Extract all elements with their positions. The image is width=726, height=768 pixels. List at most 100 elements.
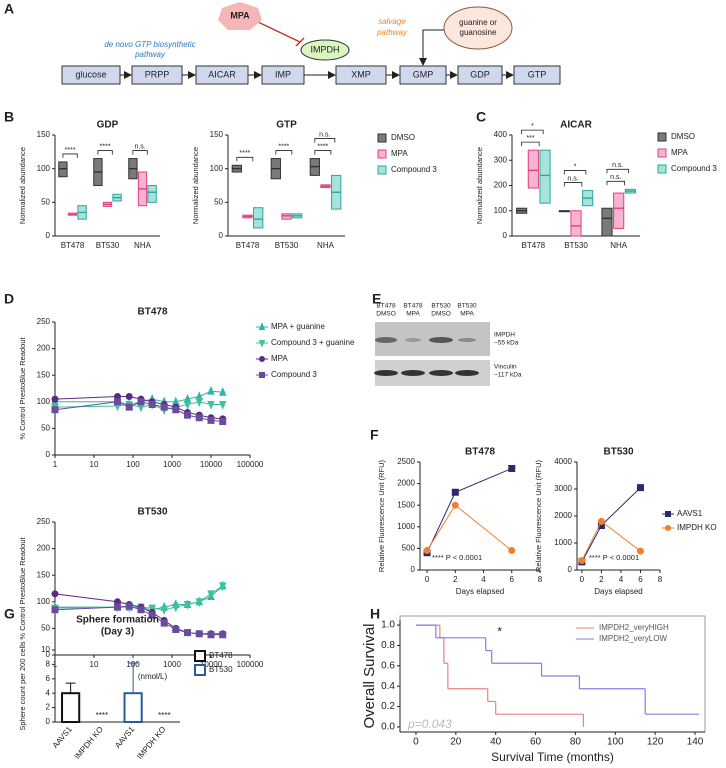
- significance-label: n.s.: [134, 143, 145, 150]
- y-tick-label: 0: [46, 717, 51, 726]
- node-label: PRPP: [145, 69, 170, 79]
- marker: [184, 629, 192, 637]
- salvage-source-label: guanine or: [459, 18, 497, 27]
- significance-bracket: [236, 156, 254, 162]
- y-tick-label: 300: [494, 155, 508, 164]
- inhibitor-label: MPA: [230, 10, 250, 20]
- significance-bracket: [132, 150, 148, 155]
- significance-bracket: [521, 129, 544, 135]
- significance-label: *: [531, 123, 534, 130]
- legend-label: MPA: [271, 354, 288, 363]
- band: [375, 337, 397, 343]
- legend-label: AAVS1: [677, 509, 703, 518]
- lane-label: MPA: [460, 311, 474, 318]
- legend-key: [657, 164, 667, 174]
- x-tick-label: BT530: [275, 241, 299, 250]
- bar: [123, 692, 143, 724]
- chart-subtitle: (Day 3): [101, 627, 134, 638]
- legend-key: [259, 372, 265, 378]
- box: [570, 210, 582, 237]
- y-tick-label: 1.0: [381, 620, 395, 631]
- y-axis-label: % Control PrestoBlue Readout: [18, 337, 27, 440]
- panel-letter: E: [372, 291, 381, 307]
- marker: [137, 398, 145, 406]
- pathway-diagram: glucose PRPP AICAR IMP XMP GMP GDP GTP I…: [61, 2, 561, 85]
- y-tick-label: 150: [37, 370, 51, 379]
- x-tick-label: 10000: [200, 460, 223, 469]
- box: [253, 207, 264, 229]
- y-tick-label: 0: [219, 231, 224, 240]
- significance-bracket: [314, 138, 336, 143]
- legend-label: MPA: [391, 149, 408, 158]
- legend-key: [665, 525, 672, 531]
- enzyme-oval: [300, 39, 350, 61]
- marker: [636, 484, 644, 492]
- significance-label: n.s.: [567, 175, 578, 182]
- marker: [137, 606, 145, 614]
- box: [613, 192, 625, 229]
- node-label: glucose: [75, 69, 106, 79]
- x-tick-label: BT478: [522, 241, 546, 250]
- salvage-source: [443, 6, 513, 50]
- bar: [61, 692, 81, 724]
- legend-label: DMSO: [391, 133, 415, 142]
- annotation: **** P < 0.0001: [589, 553, 639, 562]
- pathway-label: salvage: [378, 17, 406, 26]
- error-bar: [128, 662, 139, 694]
- lane-label: BT530: [431, 303, 451, 310]
- band: [458, 338, 476, 342]
- significance-label: n.s.: [319, 131, 330, 138]
- marker: [207, 416, 215, 424]
- y-axis-label: Normalized abundance: [475, 147, 484, 224]
- p-value: p=0.043: [407, 717, 452, 731]
- chart-title: GTP: [276, 120, 297, 131]
- lane-label: BT478: [376, 303, 396, 310]
- chart-title: Sphere formation: [76, 615, 159, 626]
- x-tick-label: 4: [481, 575, 486, 584]
- panel-letter: A: [4, 1, 14, 17]
- inhibition: [257, 21, 305, 47]
- band-label: Vinculin: [494, 364, 517, 371]
- legend-label: Compound 3 + guanine: [271, 338, 355, 347]
- y-tick-label: 4: [46, 688, 51, 697]
- box: [527, 149, 539, 189]
- x-axis-label: Days elapsed: [594, 587, 642, 596]
- marker: [195, 598, 204, 608]
- significance-bracket: [275, 150, 293, 155]
- marker: [219, 631, 227, 639]
- significance-bracket: [606, 180, 625, 186]
- significance-label: ****: [96, 711, 108, 720]
- y-tick-label: 150: [210, 130, 224, 139]
- panel-letter: D: [4, 291, 14, 307]
- y-tick-label: 200: [37, 344, 51, 353]
- legend-label: MPA + guanine: [271, 322, 325, 331]
- significance-label: ****: [317, 143, 328, 150]
- marker: [51, 606, 59, 614]
- x-tick-label: 1: [53, 460, 58, 469]
- y-tick-label: 2: [46, 703, 51, 712]
- x-tick-label: AAVS1: [51, 724, 74, 750]
- pathway-label: de novo GTP biosynthetic: [104, 40, 195, 49]
- y-axis-label: Sphere count per 200 cells: [18, 641, 27, 730]
- series-line: [426, 504, 513, 551]
- significance-bracket: [521, 141, 540, 147]
- y-tick-label: 0: [46, 450, 51, 459]
- band: [401, 370, 425, 376]
- node-box: [513, 65, 561, 85]
- x-tick-label: 100: [126, 460, 140, 469]
- marker: [597, 517, 605, 525]
- error-bar: [65, 682, 76, 694]
- marker: [148, 611, 156, 619]
- significance-bracket: [97, 150, 113, 155]
- x-tick-label: 80: [570, 737, 582, 748]
- x-tick-label: 6: [510, 575, 515, 584]
- panel-letter: G: [4, 606, 15, 622]
- legend-label: MPA: [671, 148, 688, 157]
- x-tick-label: IMPDH KO: [135, 725, 167, 761]
- y-tick-label: 0: [46, 650, 51, 659]
- y-tick-label: 150: [37, 570, 51, 579]
- legend-label: Compound 3: [391, 165, 437, 174]
- lane-label: DMSO: [431, 311, 451, 318]
- node-label: GTP: [528, 69, 547, 79]
